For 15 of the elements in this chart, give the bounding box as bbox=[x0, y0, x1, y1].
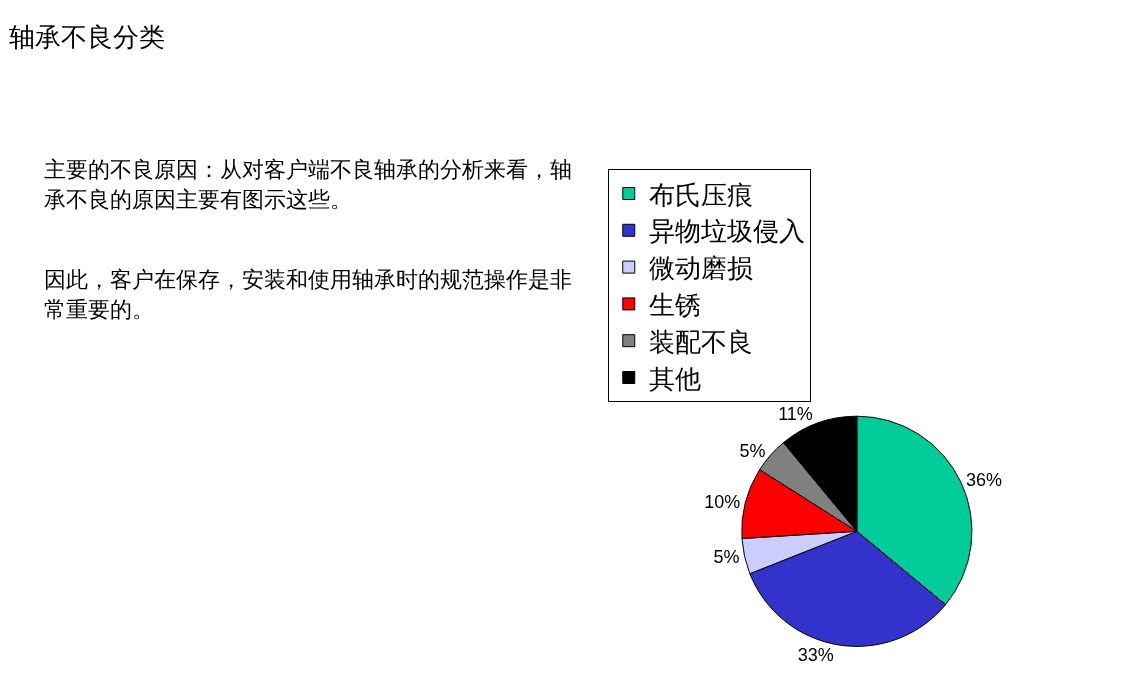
legend-label: 生锈 bbox=[648, 291, 701, 321]
data-label: 5% bbox=[713, 546, 740, 567]
data-label: 11% bbox=[778, 404, 813, 425]
text: 轴承不良分类 bbox=[9, 23, 166, 53]
legend-label: 其他 bbox=[648, 364, 701, 394]
legend-label: 布氏压痕 bbox=[648, 180, 753, 210]
legend-label: 装配不良 bbox=[648, 327, 753, 357]
legend-label: 微动磨损 bbox=[648, 254, 753, 284]
data-label: 33% bbox=[797, 644, 834, 665]
text: 主要的不良原因：从对客户端不良轴承的分析来看，轴承不良的原因主要有图示这些。 bbox=[44, 156, 573, 214]
data-label: 36% bbox=[965, 470, 1003, 491]
data-label: 5% bbox=[739, 440, 766, 461]
text: 因此，客户在保存，安装和使用轴承时的规范操作是非常重要的。 bbox=[44, 266, 573, 324]
legend-label: 异物垃圾侵入 bbox=[648, 217, 805, 247]
data-label: 10% bbox=[704, 492, 741, 513]
